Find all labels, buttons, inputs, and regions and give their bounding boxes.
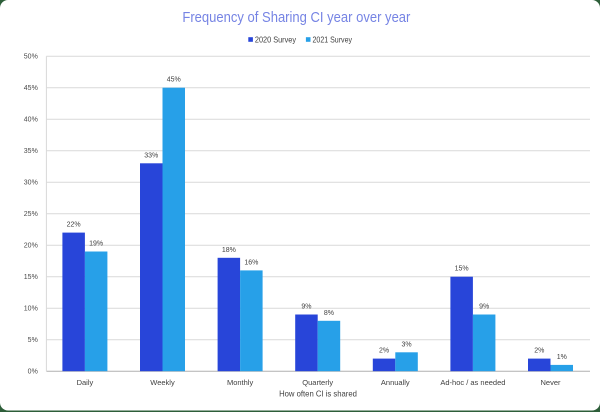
svg-text:2020 Survey: 2020 Survey xyxy=(255,34,297,44)
svg-text:0%: 0% xyxy=(28,369,38,376)
svg-text:2021 Survey: 2021 Survey xyxy=(313,34,353,44)
svg-text:2%: 2% xyxy=(379,348,389,355)
svg-text:19%: 19% xyxy=(89,241,103,248)
svg-text:Ad-hoc / as needed: Ad-hoc / as needed xyxy=(440,378,505,387)
svg-text:22%: 22% xyxy=(67,222,81,229)
svg-text:18%: 18% xyxy=(222,247,236,254)
svg-text:33%: 33% xyxy=(144,152,158,159)
svg-text:How often CI is shared: How often CI is shared xyxy=(279,390,357,399)
svg-text:25%: 25% xyxy=(24,211,38,218)
svg-text:45%: 45% xyxy=(24,85,38,92)
svg-text:50%: 50% xyxy=(24,54,38,61)
svg-text:15%: 15% xyxy=(24,274,38,281)
svg-text:Quarterly: Quarterly xyxy=(302,378,333,387)
svg-text:9%: 9% xyxy=(301,304,311,311)
svg-text:Monthly: Monthly xyxy=(227,378,254,387)
svg-text:Never: Never xyxy=(540,378,561,387)
svg-text:20%: 20% xyxy=(24,243,38,250)
svg-text:Annually: Annually xyxy=(381,378,410,387)
svg-text:40%: 40% xyxy=(24,117,38,124)
svg-text:3%: 3% xyxy=(401,341,411,348)
svg-text:35%: 35% xyxy=(24,148,38,155)
svg-text:9%: 9% xyxy=(479,304,489,311)
svg-text:Weekly: Weekly xyxy=(150,378,175,387)
svg-text:10%: 10% xyxy=(24,306,38,313)
svg-text:8%: 8% xyxy=(324,310,334,317)
svg-text:15%: 15% xyxy=(455,266,469,273)
svg-text:1%: 1% xyxy=(557,354,567,361)
svg-text:Daily: Daily xyxy=(77,378,94,387)
svg-text:45%: 45% xyxy=(167,77,181,84)
svg-text:5%: 5% xyxy=(28,337,38,344)
svg-text:16%: 16% xyxy=(244,259,258,266)
svg-text:30%: 30% xyxy=(24,180,38,187)
svg-text:2%: 2% xyxy=(534,348,544,355)
svg-text:Frequency of Sharing CI year o: Frequency of Sharing CI year over year xyxy=(182,9,410,26)
